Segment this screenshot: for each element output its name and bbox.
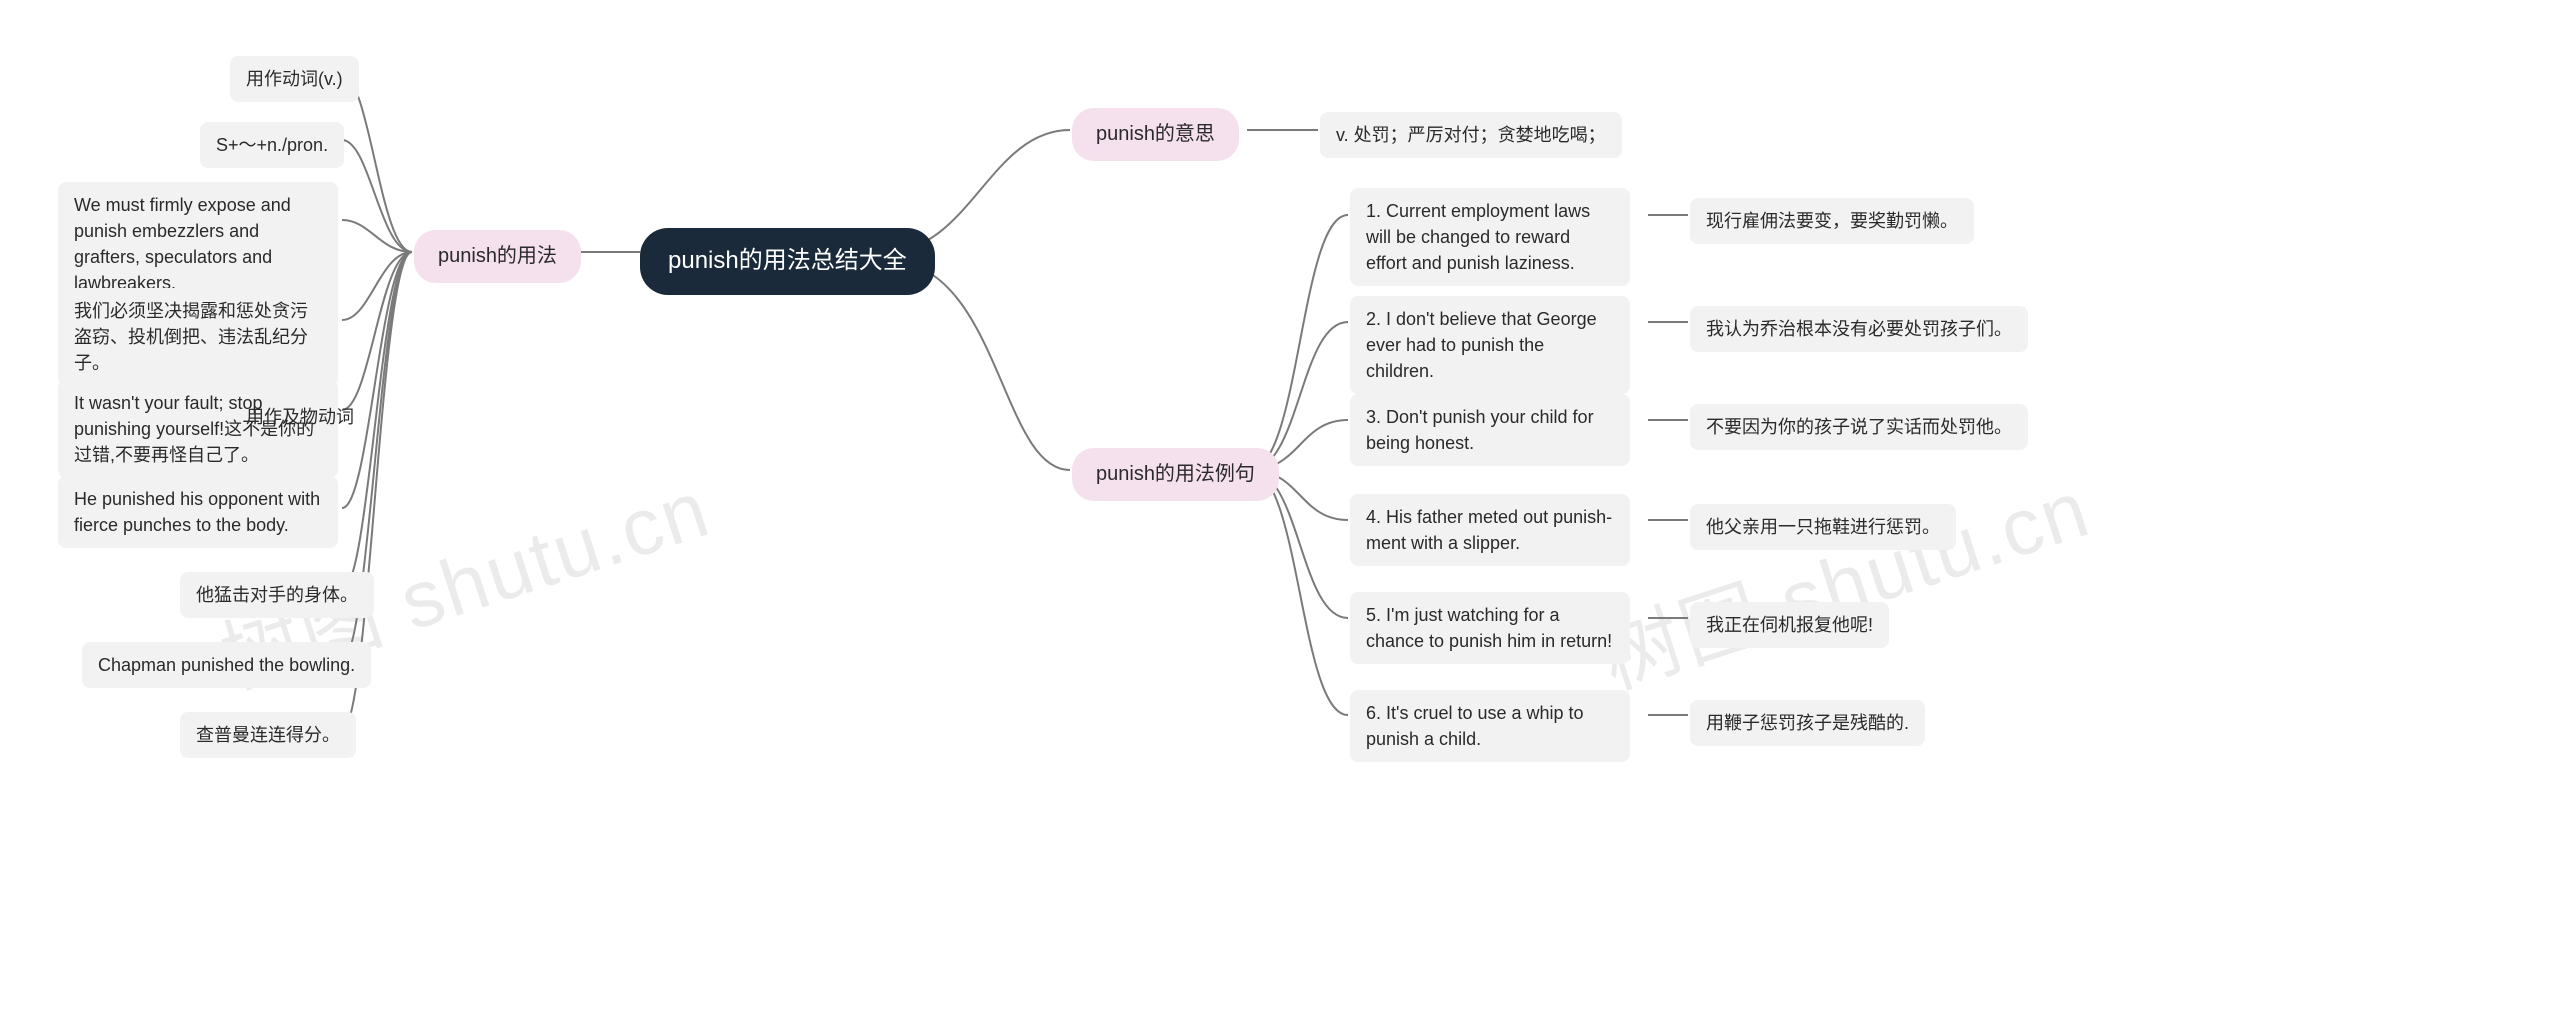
root-node: punish的用法总结大全 <box>640 228 935 295</box>
usage-sentence-4-en: Chapman punished the bowling. <box>82 642 371 688</box>
connector-lines <box>0 0 2560 1016</box>
example-1-zh: 现行雇佣法要变，要奖勤罚懒。 <box>1690 198 1974 244</box>
example-6-zh: 用鞭子惩罚孩子是残酷的. <box>1690 700 1925 746</box>
example-4-zh: 他父亲用一只拖鞋进行惩罚。 <box>1690 504 1956 550</box>
usage-as-verb: 用作动词(v.) <box>230 56 359 102</box>
example-5-en: 5. I'm just watching for a chance to pun… <box>1350 592 1630 664</box>
example-1-en: 1. Current employment laws will be chang… <box>1350 188 1630 286</box>
watermark: 树图 shutu.cn <box>1584 445 2102 712</box>
usage-sentence-3-zh: 他猛击对手的身体。 <box>180 572 374 618</box>
branch-meaning: punish的意思 <box>1072 108 1239 161</box>
usage-pattern: S+～+n./pron. <box>200 122 344 168</box>
usage-as-transitive: 用作及物动词 <box>230 394 370 440</box>
example-2-en: 2. I don't believe that George ever had … <box>1350 296 1630 394</box>
usage-sentence-3-en: He punished his opponent with fierce pun… <box>58 476 338 548</box>
example-3-zh: 不要因为你的孩子说了实话而处罚他。 <box>1690 404 2028 450</box>
branch-examples: punish的用法例句 <box>1072 448 1279 501</box>
meaning-definition: v. 处罚；严厉对付；贪婪地吃喝； <box>1320 112 1622 158</box>
example-3-en: 3. Don't punish your child for being hon… <box>1350 394 1630 466</box>
example-6-en: 6. It's cruel to use a whip to punish a … <box>1350 690 1630 762</box>
usage-sentence-4-zh: 查普曼连连得分。 <box>180 712 356 758</box>
branch-usage: punish的用法 <box>414 230 581 283</box>
example-5-zh: 我正在伺机报复他呢! <box>1690 602 1889 648</box>
usage-sentence-1-zh: 我们必须坚决揭露和惩处贪污盗窃、投机倒把、违法乱纪分子。 <box>58 288 338 386</box>
example-2-zh: 我认为乔治根本没有必要处罚孩子们。 <box>1690 306 2028 352</box>
example-4-en: 4. His father meted out punish-ment with… <box>1350 494 1630 566</box>
